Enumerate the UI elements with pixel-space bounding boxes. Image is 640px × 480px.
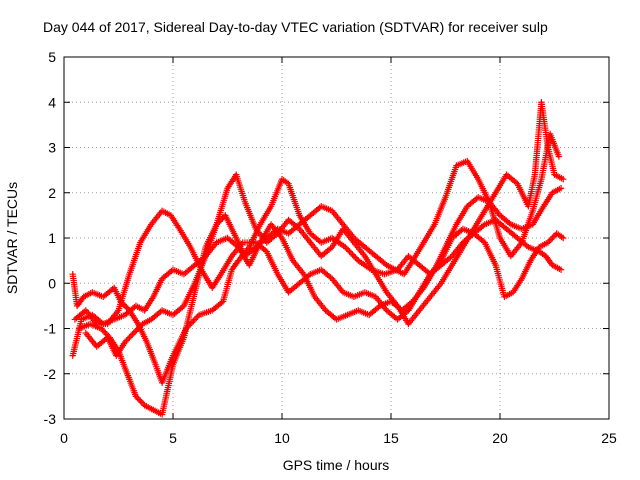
data-point-marker [124, 335, 132, 343]
data-point-marker [99, 326, 106, 334]
data-point-marker [550, 233, 557, 240]
data-point-marker [560, 234, 567, 242]
data-point-marker [137, 397, 144, 405]
data-point-marker [547, 236, 555, 243]
y-axis-tick-labels: -3 -2 -1 0 1 2 3 4 5 [44, 49, 57, 427]
satellite-track-4 [76, 130, 563, 418]
satellite-track-5 [82, 99, 567, 359]
data-point-marker [102, 329, 109, 337]
data-point-marker [350, 252, 358, 260]
data-point-marker [188, 319, 196, 326]
y-tick-label: 2 [48, 185, 56, 201]
x-axis-label: GPS time / hours [283, 457, 390, 473]
data-points [69, 99, 567, 418]
data-point-marker [135, 396, 143, 403]
y-tick-label: 4 [48, 94, 56, 110]
data-point-marker [121, 338, 129, 346]
data-point-marker [126, 334, 133, 341]
data-point-marker [342, 243, 349, 251]
x-tick-label: 15 [383, 430, 399, 446]
x-tick-label: 0 [60, 430, 68, 446]
data-point-marker [560, 175, 567, 183]
data-point-marker [344, 246, 352, 254]
y-tick-label: 0 [48, 275, 56, 291]
data-point-marker [343, 245, 350, 252]
chart-title: Day 044 of 2017, Sidereal Day-to-day VTE… [43, 19, 548, 35]
data-point-marker [130, 329, 137, 337]
satellite-track-1 [69, 175, 567, 386]
data-point-marker [546, 237, 553, 245]
data-point-marker [193, 314, 200, 322]
data-point-marker [134, 325, 142, 332]
data-point-marker [190, 317, 197, 325]
data-point-marker [123, 337, 130, 344]
data-point-marker [194, 313, 201, 320]
x-axis-tick-labels: 0 5 10 15 20 25 [60, 430, 617, 446]
data-point-marker [349, 251, 356, 258]
y-tick-label: -3 [44, 411, 57, 427]
data-point-marker [555, 153, 563, 160]
data-point-marker [123, 304, 130, 311]
data-point-marker [103, 331, 111, 338]
data-point-marker [191, 316, 198, 323]
data-point-marker [132, 393, 140, 400]
y-tick-label: 1 [48, 230, 56, 246]
data-point-marker [549, 234, 556, 242]
data-point-marker [133, 326, 140, 334]
y-tick-label: -2 [44, 366, 57, 382]
data-point-marker [557, 266, 565, 273]
data-point-marker [129, 331, 136, 338]
data-point-marker [132, 328, 139, 335]
data-point-marker [127, 332, 135, 340]
x-tick-label: 25 [601, 430, 617, 446]
data-point-marker [352, 254, 359, 261]
data-point-marker [544, 239, 552, 246]
x-tick-label: 20 [492, 430, 508, 446]
data-point-marker [97, 325, 105, 332]
data-point-marker [347, 249, 355, 257]
data-point-marker [100, 328, 108, 335]
data-point-marker [346, 248, 353, 255]
data-point-marker [134, 394, 141, 402]
data-point-marker [234, 258, 241, 266]
data-point-marker [138, 399, 145, 406]
y-tick-label: -1 [44, 321, 57, 337]
x-tick-label: 5 [169, 430, 177, 446]
y-axis-label: SDTVAR / TECUs [4, 182, 20, 294]
x-tick-label: 10 [274, 430, 290, 446]
data-point-marker [557, 185, 565, 192]
y-tick-label: 3 [48, 140, 56, 156]
y-tick-label: 5 [48, 49, 56, 65]
data-point-marker [136, 323, 143, 331]
axis-ticks [63, 56, 610, 420]
